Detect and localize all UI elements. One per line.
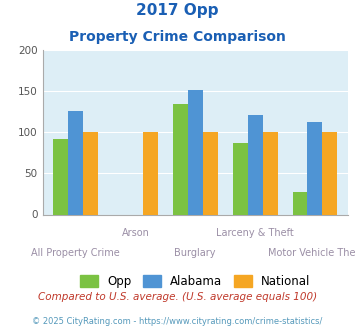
Text: Arson: Arson <box>121 228 149 238</box>
Bar <box>68 112 83 214</box>
Bar <box>173 104 188 214</box>
Bar <box>233 143 248 214</box>
Text: Larceny & Theft: Larceny & Theft <box>216 228 294 238</box>
Bar <box>53 139 68 214</box>
Legend: Opp, Alabama, National: Opp, Alabama, National <box>75 270 315 292</box>
Text: Property Crime Comparison: Property Crime Comparison <box>69 30 286 44</box>
Bar <box>203 132 218 214</box>
Bar <box>322 132 337 214</box>
Text: 2017 Opp: 2017 Opp <box>136 3 219 18</box>
Bar <box>293 192 307 214</box>
Bar <box>307 122 322 214</box>
Bar <box>83 132 98 214</box>
Text: © 2025 CityRating.com - https://www.cityrating.com/crime-statistics/: © 2025 CityRating.com - https://www.city… <box>32 317 323 326</box>
Text: Compared to U.S. average. (U.S. average equals 100): Compared to U.S. average. (U.S. average … <box>38 292 317 302</box>
Bar <box>263 132 278 214</box>
Text: Burglary: Burglary <box>175 248 216 257</box>
Text: Motor Vehicle Theft: Motor Vehicle Theft <box>268 248 355 257</box>
Bar <box>188 90 203 214</box>
Text: All Property Crime: All Property Crime <box>31 248 120 257</box>
Bar <box>143 132 158 214</box>
Bar <box>248 115 263 214</box>
